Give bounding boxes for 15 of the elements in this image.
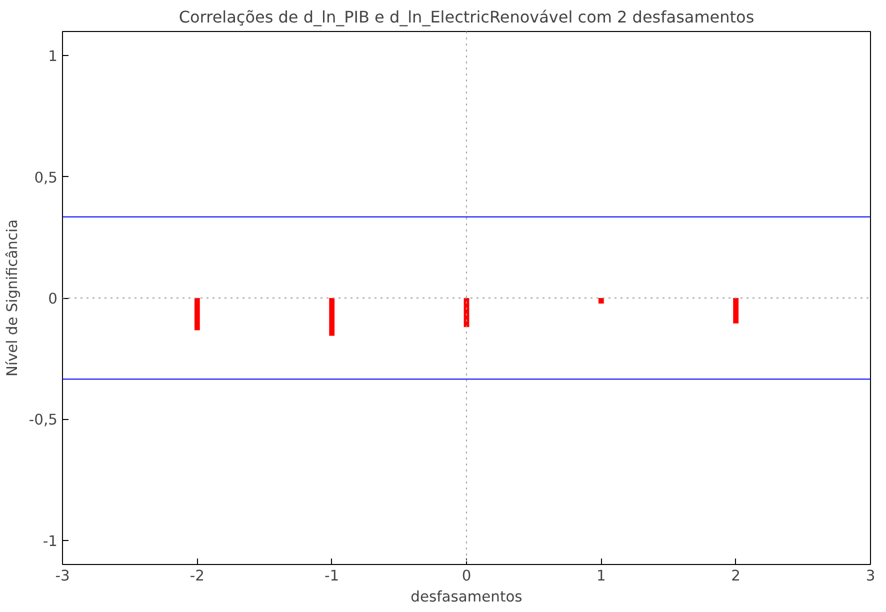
y-tick-label: 1 [48, 48, 58, 66]
x-tick-label: 0 [462, 568, 472, 584]
x-tick-label: -2 [190, 568, 204, 584]
chart-title: Correlações de d_ln_PIB e d_ln_ElectricRenovável com 2 desfasamentos [178, 8, 754, 26]
x-tick-label: 1 [596, 568, 606, 584]
y-axis-title: Nível de Significância [4, 219, 21, 377]
y-tick-label: -1 [42, 532, 58, 550]
y-tick-label: 0 [48, 290, 58, 308]
x-tick-label: 2 [731, 568, 740, 584]
x-tick-label: -1 [324, 568, 340, 584]
x-axis-title: desfasamentos [410, 588, 522, 606]
x-tick-label: 3 [866, 568, 876, 584]
y-tick-label: -0,5 [28, 412, 58, 429]
x-tick-label: -3 [55, 568, 70, 584]
y-tick-label: 0,5 [34, 169, 58, 186]
